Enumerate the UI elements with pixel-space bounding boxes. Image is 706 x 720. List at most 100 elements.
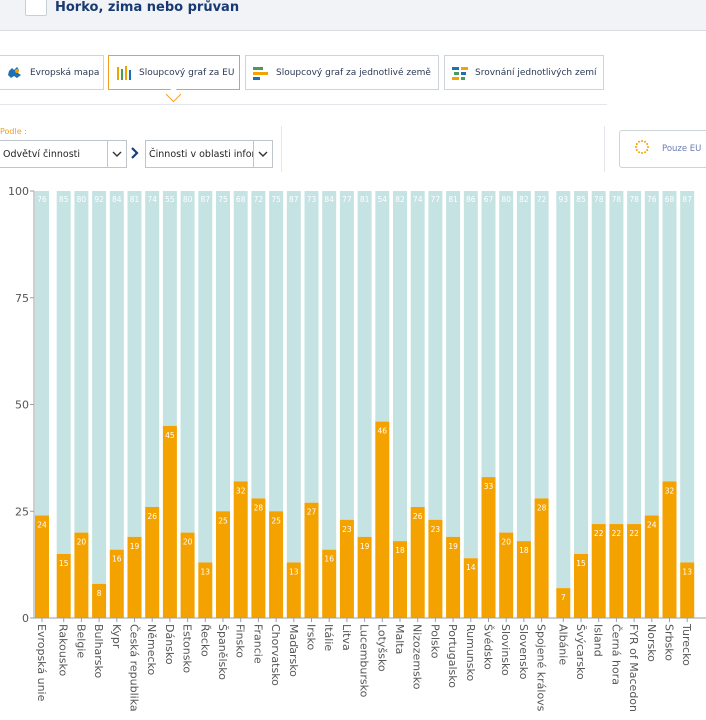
data-label-positive: 23 xyxy=(431,525,441,534)
data-label-negative: 80 xyxy=(77,195,87,204)
sector-select[interactable]: Odvětví činnosti xyxy=(0,140,127,168)
by-label: Podle : xyxy=(0,127,27,136)
x-tick-label: Portugalsko xyxy=(446,624,459,688)
x-tick-label: Albánie xyxy=(556,624,569,665)
data-label-positive: 26 xyxy=(147,512,157,521)
bar-segment-positive xyxy=(357,536,372,618)
horizontal-bar-icon xyxy=(253,66,268,80)
bar-segment-positive xyxy=(481,477,496,618)
bar-segment-positive xyxy=(109,549,124,618)
data-label-negative: 85 xyxy=(59,195,69,204)
data-label-negative: 76 xyxy=(647,195,657,204)
bar-segment-negative xyxy=(92,191,107,584)
bar-segment-negative xyxy=(428,191,443,520)
data-label-positive: 24 xyxy=(647,521,657,530)
select-dropdown-button[interactable] xyxy=(107,141,126,167)
data-label-positive: 18 xyxy=(519,546,529,555)
bar-segment-positive xyxy=(304,502,319,618)
bar-segment-negative xyxy=(233,191,248,482)
compare-icon xyxy=(452,66,468,80)
data-label-positive: 19 xyxy=(130,542,140,551)
page-header: Horko, zima nebo průvan xyxy=(0,0,706,31)
data-label-negative: 77 xyxy=(342,195,352,204)
tab-eu-bar-chart[interactable]: Sloupcový graf za EU xyxy=(108,55,240,90)
data-label-positive: 32 xyxy=(665,486,675,495)
data-label-negative: 82 xyxy=(519,195,529,204)
tab-country-compare[interactable]: Srovnání jednotlivých zemí xyxy=(444,55,604,90)
data-label-negative: 81 xyxy=(360,195,370,204)
data-label-negative: 74 xyxy=(147,195,157,204)
filters-divider xyxy=(604,126,605,172)
data-label-positive: 15 xyxy=(576,559,586,568)
bar-segment-positive xyxy=(574,553,588,618)
data-label-negative: 86 xyxy=(466,195,476,204)
select-dropdown-button[interactable] xyxy=(253,141,272,167)
x-tick-label: Maďarsko xyxy=(287,624,300,677)
x-tick-label: FYR of Macedon xyxy=(627,624,640,712)
data-label-negative: 54 xyxy=(378,195,388,204)
bar-segment-positive xyxy=(410,506,425,618)
x-tick-label: Lucembursko xyxy=(358,624,371,698)
data-label-positive: 22 xyxy=(612,529,622,538)
bar-segment-negative xyxy=(410,191,425,507)
bar-segment-positive xyxy=(127,536,142,618)
bar-segment-positive xyxy=(627,524,642,618)
data-label-positive: 13 xyxy=(201,567,211,576)
data-label-positive: 18 xyxy=(395,546,405,555)
x-tick-label: Rumunsko xyxy=(464,624,477,681)
bar-segment-negative xyxy=(463,191,478,559)
data-label-positive: 33 xyxy=(484,482,494,491)
data-label-positive: 32 xyxy=(236,486,246,495)
select-value: Činnosti v oblasti infor xyxy=(149,149,256,160)
data-label-negative: 76 xyxy=(37,195,47,204)
bar-segment-negative xyxy=(644,191,659,516)
x-tick-label: Estonsko xyxy=(181,624,194,673)
bar-segment-negative xyxy=(516,191,531,542)
data-label-negative: 78 xyxy=(612,195,622,204)
data-label-positive: 7 xyxy=(561,593,566,602)
bar-segment-negative xyxy=(180,191,195,533)
activity-select[interactable]: Činnosti v oblasti infor xyxy=(145,140,273,168)
x-tick-label: Lotyšsko xyxy=(375,624,388,672)
data-label-negative: 72 xyxy=(254,195,264,204)
data-label-negative: 87 xyxy=(201,195,211,204)
bar-segment-negative xyxy=(591,191,606,525)
x-tick-label: Švýcarsko xyxy=(574,624,587,680)
bar-segment-positive xyxy=(56,553,71,618)
data-label-positive: 13 xyxy=(682,567,692,576)
data-label-negative: 81 xyxy=(448,195,458,204)
bar-segment-positive xyxy=(446,536,461,618)
data-label-positive: 27 xyxy=(307,508,317,517)
bar-segment-positive xyxy=(644,515,659,618)
bar-segment-negative xyxy=(556,191,571,589)
bar-segment-negative xyxy=(393,191,407,542)
bar-segment-negative xyxy=(574,191,588,554)
tab-europe-map[interactable]: Evropská mapa xyxy=(0,55,104,90)
bar-segment-negative xyxy=(198,191,213,563)
data-label-positive: 20 xyxy=(501,538,511,547)
bar-segment-positive xyxy=(375,421,390,618)
x-tick-label: Dánsko xyxy=(163,624,176,665)
chevron-down-icon xyxy=(258,151,268,157)
data-label-negative: 81 xyxy=(130,195,140,204)
bar-segment-negative xyxy=(304,191,319,503)
y-tick-label: 100 xyxy=(8,185,29,198)
data-label-negative: 78 xyxy=(594,195,604,204)
bar-segment-positive xyxy=(516,541,531,618)
data-label-negative: 78 xyxy=(629,195,639,204)
x-tick-label: Německo xyxy=(145,624,158,676)
bar-segment-negative xyxy=(286,191,301,563)
europe-map-icon xyxy=(8,66,21,78)
tab-label: Srovnání jednotlivých zemí xyxy=(475,67,597,78)
tabs-divider xyxy=(0,104,607,105)
data-label-negative: 75 xyxy=(271,195,281,204)
bar-segment-positive xyxy=(393,541,407,618)
data-label-positive: 8 xyxy=(97,589,102,598)
tab-country-bar-chart[interactable]: Sloupcový graf za jednotlivé země xyxy=(245,55,439,90)
x-tick-label: Srbsko xyxy=(663,624,676,661)
x-tick-label: Litva xyxy=(340,624,353,651)
bar-segment-negative xyxy=(499,191,514,533)
eu-only-toggle[interactable]: Pouze EU xyxy=(619,130,706,168)
bar-segment-positive xyxy=(322,549,337,618)
data-label-positive: 14 xyxy=(466,563,476,572)
